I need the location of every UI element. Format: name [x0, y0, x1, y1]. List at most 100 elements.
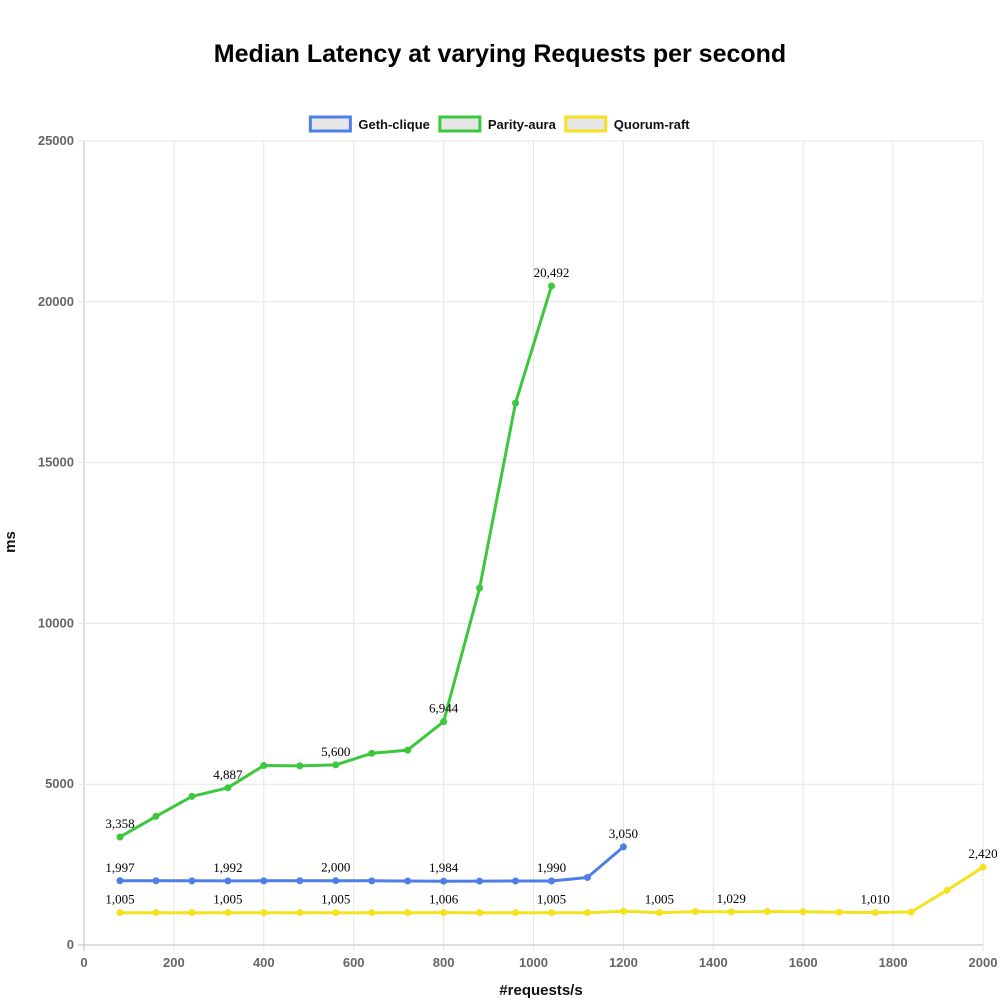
data-label-parity-aura: 3,358 — [105, 816, 134, 831]
data-point-quorum-raft — [727, 908, 735, 916]
data-point-quorum-raft — [763, 908, 771, 916]
data-label-parity-aura: 5,600 — [321, 744, 350, 759]
data-point-parity-aura — [440, 718, 448, 726]
y-tick-label: 10000 — [38, 615, 74, 630]
data-point-quorum-raft — [440, 909, 448, 917]
x-tick-label: 1800 — [879, 955, 908, 970]
data-point-parity-aura — [547, 282, 555, 290]
x-tick-label: 1200 — [609, 955, 638, 970]
data-point-geth-clique — [332, 877, 340, 885]
data-label-geth-clique: 1,997 — [105, 860, 135, 875]
data-point-quorum-raft — [979, 863, 987, 871]
axes: 0 200 400 600 800 1000 1200 1400 1600 1800 2000050… — [38, 133, 998, 970]
data-point-parity-aura — [152, 812, 160, 820]
legend: Geth-clique Parity-aura Quorum-raft — [308, 115, 691, 133]
data-point-geth-clique — [152, 877, 160, 885]
data-point-parity-aura — [296, 762, 304, 770]
data-point-geth-clique — [440, 877, 448, 885]
series-parity-aura — [116, 282, 555, 841]
data-point-quorum-raft — [799, 908, 807, 916]
data-point-quorum-raft — [116, 909, 124, 917]
data-label-quorum-raft: 1,010 — [860, 892, 889, 907]
x-tick-label: 600 — [343, 955, 365, 970]
data-label-quorum-raft: 1,005 — [213, 892, 242, 907]
x-tick-label: 1400 — [699, 955, 728, 970]
data-point-geth-clique — [512, 877, 520, 885]
data-label-geth-clique: 1,990 — [537, 860, 566, 875]
y-tick-label: 20000 — [38, 294, 74, 309]
x-tick-label: 200 — [163, 955, 185, 970]
data-point-parity-aura — [260, 762, 268, 770]
data-point-quorum-raft — [835, 908, 843, 916]
x-tick-label: 400 — [253, 955, 275, 970]
data-label-quorum-raft: 1,005 — [321, 892, 350, 907]
legend-label-quorum-raft: Quorum-raft — [614, 117, 691, 132]
data-point-geth-clique — [404, 877, 412, 885]
data-point-quorum-raft — [476, 909, 484, 917]
data-point-quorum-raft — [583, 909, 591, 917]
chart-title: Median Latency at varying Requests per s… — [214, 40, 786, 68]
data-label-geth-clique: 3,050 — [609, 826, 638, 841]
x-axis-title: #requests/s — [499, 982, 582, 999]
series-layer — [116, 282, 987, 917]
y-axis-title: ms — [2, 531, 19, 553]
x-tick-label: 2000 — [969, 955, 998, 970]
data-point-parity-aura — [188, 792, 196, 800]
legend-item-quorum-raft: Quorum-raft — [564, 115, 691, 133]
data-point-parity-aura — [224, 784, 232, 792]
data-point-quorum-raft — [152, 909, 160, 917]
legend-label-geth-clique: Geth-clique — [358, 117, 430, 132]
data-point-geth-clique — [188, 877, 196, 885]
legend-item-geth-clique: Geth-clique — [308, 115, 430, 133]
data-point-parity-aura — [404, 746, 412, 754]
data-point-geth-clique — [296, 877, 304, 885]
data-point-quorum-raft — [691, 908, 699, 916]
legend-swatch-parity-aura — [438, 115, 482, 133]
data-label-parity-aura: 6,944 — [429, 701, 459, 716]
data-point-geth-clique — [583, 873, 591, 881]
x-tick-label: 800 — [433, 955, 455, 970]
data-point-quorum-raft — [943, 886, 951, 894]
data-label-geth-clique: 1,984 — [429, 860, 459, 875]
data-point-quorum-raft — [224, 909, 232, 917]
series-geth-clique — [116, 843, 627, 885]
data-point-geth-clique — [619, 843, 627, 851]
data-point-parity-aura — [476, 584, 484, 592]
legend-swatch-quorum-raft — [564, 115, 608, 133]
y-tick-label: 0 — [67, 937, 74, 952]
grid-lines — [78, 140, 984, 951]
data-label-geth-clique: 1,992 — [213, 860, 242, 875]
data-point-quorum-raft — [619, 907, 627, 915]
data-point-geth-clique — [476, 877, 484, 885]
data-point-parity-aura — [116, 833, 124, 841]
data-point-geth-clique — [368, 877, 376, 885]
data-point-parity-aura — [512, 399, 520, 407]
data-point-quorum-raft — [655, 909, 663, 917]
data-point-quorum-raft — [512, 909, 520, 917]
data-point-quorum-raft — [332, 909, 340, 917]
data-label-parity-aura: 4,887 — [213, 767, 243, 782]
data-point-parity-aura — [332, 761, 340, 769]
data-point-geth-clique — [224, 877, 232, 885]
data-label-quorum-raft: 1,029 — [717, 891, 746, 906]
legend-label-parity-aura: Parity-aura — [488, 117, 557, 132]
data-label-quorum-raft: 1,005 — [645, 892, 674, 907]
legend-item-parity-aura: Parity-aura — [438, 115, 557, 133]
data-point-quorum-raft — [188, 909, 196, 917]
data-label-quorum-raft: 2,420 — [968, 846, 997, 861]
legend-swatch-geth-clique — [308, 115, 352, 133]
data-point-quorum-raft — [296, 909, 304, 917]
data-point-parity-aura — [368, 749, 376, 757]
y-tick-label: 25000 — [38, 133, 74, 148]
data-point-quorum-raft — [260, 909, 268, 917]
x-tick-label: 1600 — [789, 955, 818, 970]
data-label-quorum-raft: 1,006 — [429, 892, 459, 907]
data-point-quorum-raft — [368, 909, 376, 917]
y-tick-label: 5000 — [45, 776, 74, 791]
data-point-quorum-raft — [871, 909, 879, 917]
data-label-geth-clique: 2,000 — [321, 860, 350, 875]
series-quorum-raft — [116, 863, 987, 917]
data-label-quorum-raft: 1,005 — [537, 892, 566, 907]
